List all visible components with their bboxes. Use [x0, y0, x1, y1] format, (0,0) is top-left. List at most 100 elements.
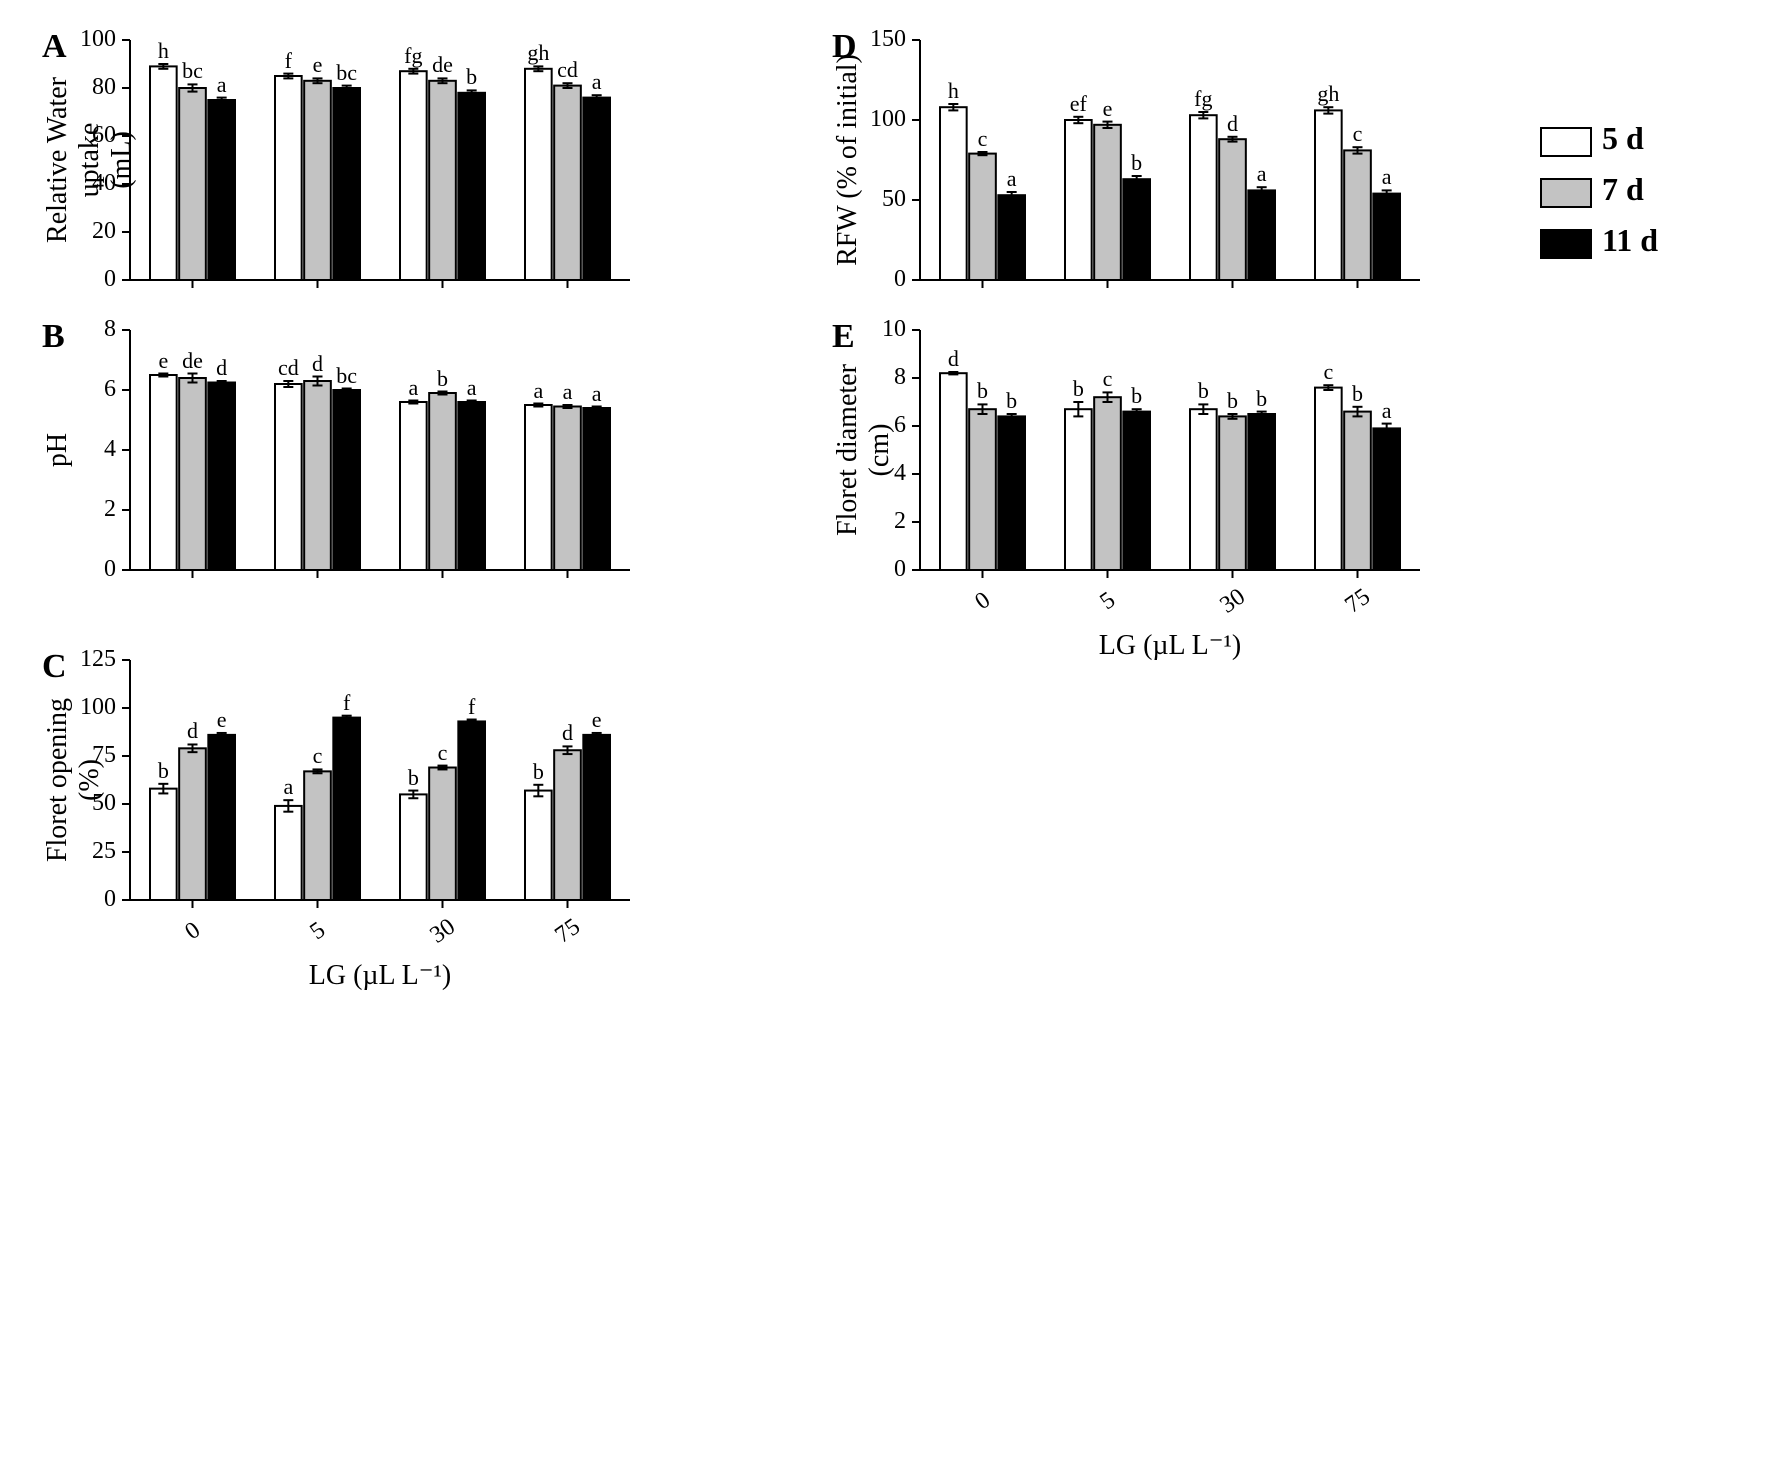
y-tick-label: 50 — [856, 186, 906, 213]
y-tick-label: 150 — [856, 26, 906, 53]
significance-label: e — [202, 707, 242, 733]
bar — [275, 806, 302, 900]
y-tick-label: 0 — [66, 266, 116, 293]
x-axis-title: LG (µL L⁻¹) — [920, 628, 1420, 662]
panel-D: DRFW (% of initial)050100150hcaefebfgdag… — [920, 40, 1420, 280]
legend: 5 d 7 d 11 d — [1540, 120, 1658, 273]
bar — [150, 375, 177, 570]
significance-label: a — [268, 774, 308, 800]
y-tick-label: 10 — [856, 316, 906, 343]
bar — [1315, 388, 1342, 570]
significance-label: bc — [327, 363, 367, 389]
significance-label: c — [423, 740, 463, 766]
significance-label: c — [298, 743, 338, 769]
bar — [1373, 428, 1400, 570]
legend-item: 11 d — [1540, 222, 1658, 259]
y-tick-label: 25 — [66, 838, 116, 865]
bar — [458, 93, 485, 280]
bar — [583, 98, 610, 280]
significance-label: b — [1117, 150, 1157, 176]
panel-C: CFloret opening(%)0255075100125bdeacfbcf… — [130, 660, 630, 900]
y-tick-label: 60 — [66, 122, 116, 149]
bar — [1190, 115, 1217, 280]
significance-label: a — [577, 69, 617, 95]
bar — [1123, 179, 1150, 280]
bar — [333, 390, 360, 570]
bar — [400, 794, 427, 900]
bar — [1344, 412, 1371, 570]
y-tick-label: 50 — [66, 790, 116, 817]
significance-label: e — [577, 707, 617, 733]
significance-label: d — [202, 355, 242, 381]
y-tick-label: 8 — [66, 316, 116, 343]
legend-label: 5 d — [1602, 120, 1644, 156]
bar — [1065, 120, 1092, 280]
y-tick-label: 4 — [856, 460, 906, 487]
y-tick-label: 4 — [66, 436, 116, 463]
significance-label: c — [1338, 121, 1378, 147]
significance-label: b — [1242, 386, 1282, 412]
bar — [583, 408, 610, 570]
significance-label: b — [452, 64, 492, 90]
legend-item: 7 d — [1540, 171, 1658, 208]
y-tick-label: 100 — [856, 106, 906, 133]
bar — [1248, 190, 1275, 280]
bar — [554, 86, 581, 280]
bar — [400, 71, 427, 280]
bar — [208, 100, 235, 280]
significance-label: b — [1117, 383, 1157, 409]
y-tick-label: 6 — [66, 376, 116, 403]
bar — [150, 789, 177, 900]
bar — [1094, 397, 1121, 570]
bar — [554, 407, 581, 571]
significance-label: a — [202, 72, 242, 98]
significance-label: gh — [1308, 81, 1348, 107]
significance-label: bc — [327, 60, 367, 86]
significance-label: f — [452, 694, 492, 720]
panel-A: ARelative Water uptake(mL)020406080100hb… — [130, 40, 630, 280]
bar — [1248, 414, 1275, 570]
y-tick-label: 8 — [856, 364, 906, 391]
legend-label: 11 d — [1602, 222, 1658, 258]
bar — [583, 735, 610, 900]
significance-label: b — [518, 759, 558, 785]
bar — [525, 405, 552, 570]
bar — [525, 791, 552, 900]
bar — [998, 416, 1025, 570]
y-tick-label: 100 — [66, 26, 116, 53]
legend-swatch — [1540, 229, 1592, 259]
bar — [969, 409, 996, 570]
bar — [333, 88, 360, 280]
bar — [275, 76, 302, 280]
significance-label: d — [1213, 111, 1253, 137]
y-axis-title-line: RFW (% of initial) — [832, 40, 864, 280]
y-tick-label: 0 — [856, 266, 906, 293]
bar — [1123, 412, 1150, 570]
bar — [458, 402, 485, 570]
legend-item: 5 d — [1540, 120, 1658, 157]
significance-label: fg — [1183, 86, 1223, 112]
y-tick-label: 20 — [66, 218, 116, 245]
bar — [1065, 409, 1092, 570]
legend-label: 7 d — [1602, 171, 1644, 207]
y-tick-label: 2 — [66, 496, 116, 523]
panel-B: BpH02468ededcddbcabaaaa — [130, 330, 630, 570]
significance-label: d — [933, 346, 973, 372]
significance-label: h — [933, 78, 973, 104]
y-tick-label: 75 — [66, 742, 116, 769]
y-tick-label: 0 — [856, 556, 906, 583]
legend-swatch — [1540, 127, 1592, 157]
significance-label: b — [393, 765, 433, 791]
bar — [179, 88, 206, 280]
significance-label: f — [327, 690, 367, 716]
bar — [429, 81, 456, 280]
y-tick-label: 0 — [66, 886, 116, 913]
bar — [1094, 125, 1121, 280]
bar — [304, 381, 331, 570]
bar — [1373, 194, 1400, 280]
significance-label: a — [992, 166, 1032, 192]
bar — [208, 383, 235, 571]
significance-label: a — [1367, 164, 1407, 190]
y-axis-title: RFW (% of initial) — [832, 40, 864, 280]
bar — [179, 378, 206, 570]
